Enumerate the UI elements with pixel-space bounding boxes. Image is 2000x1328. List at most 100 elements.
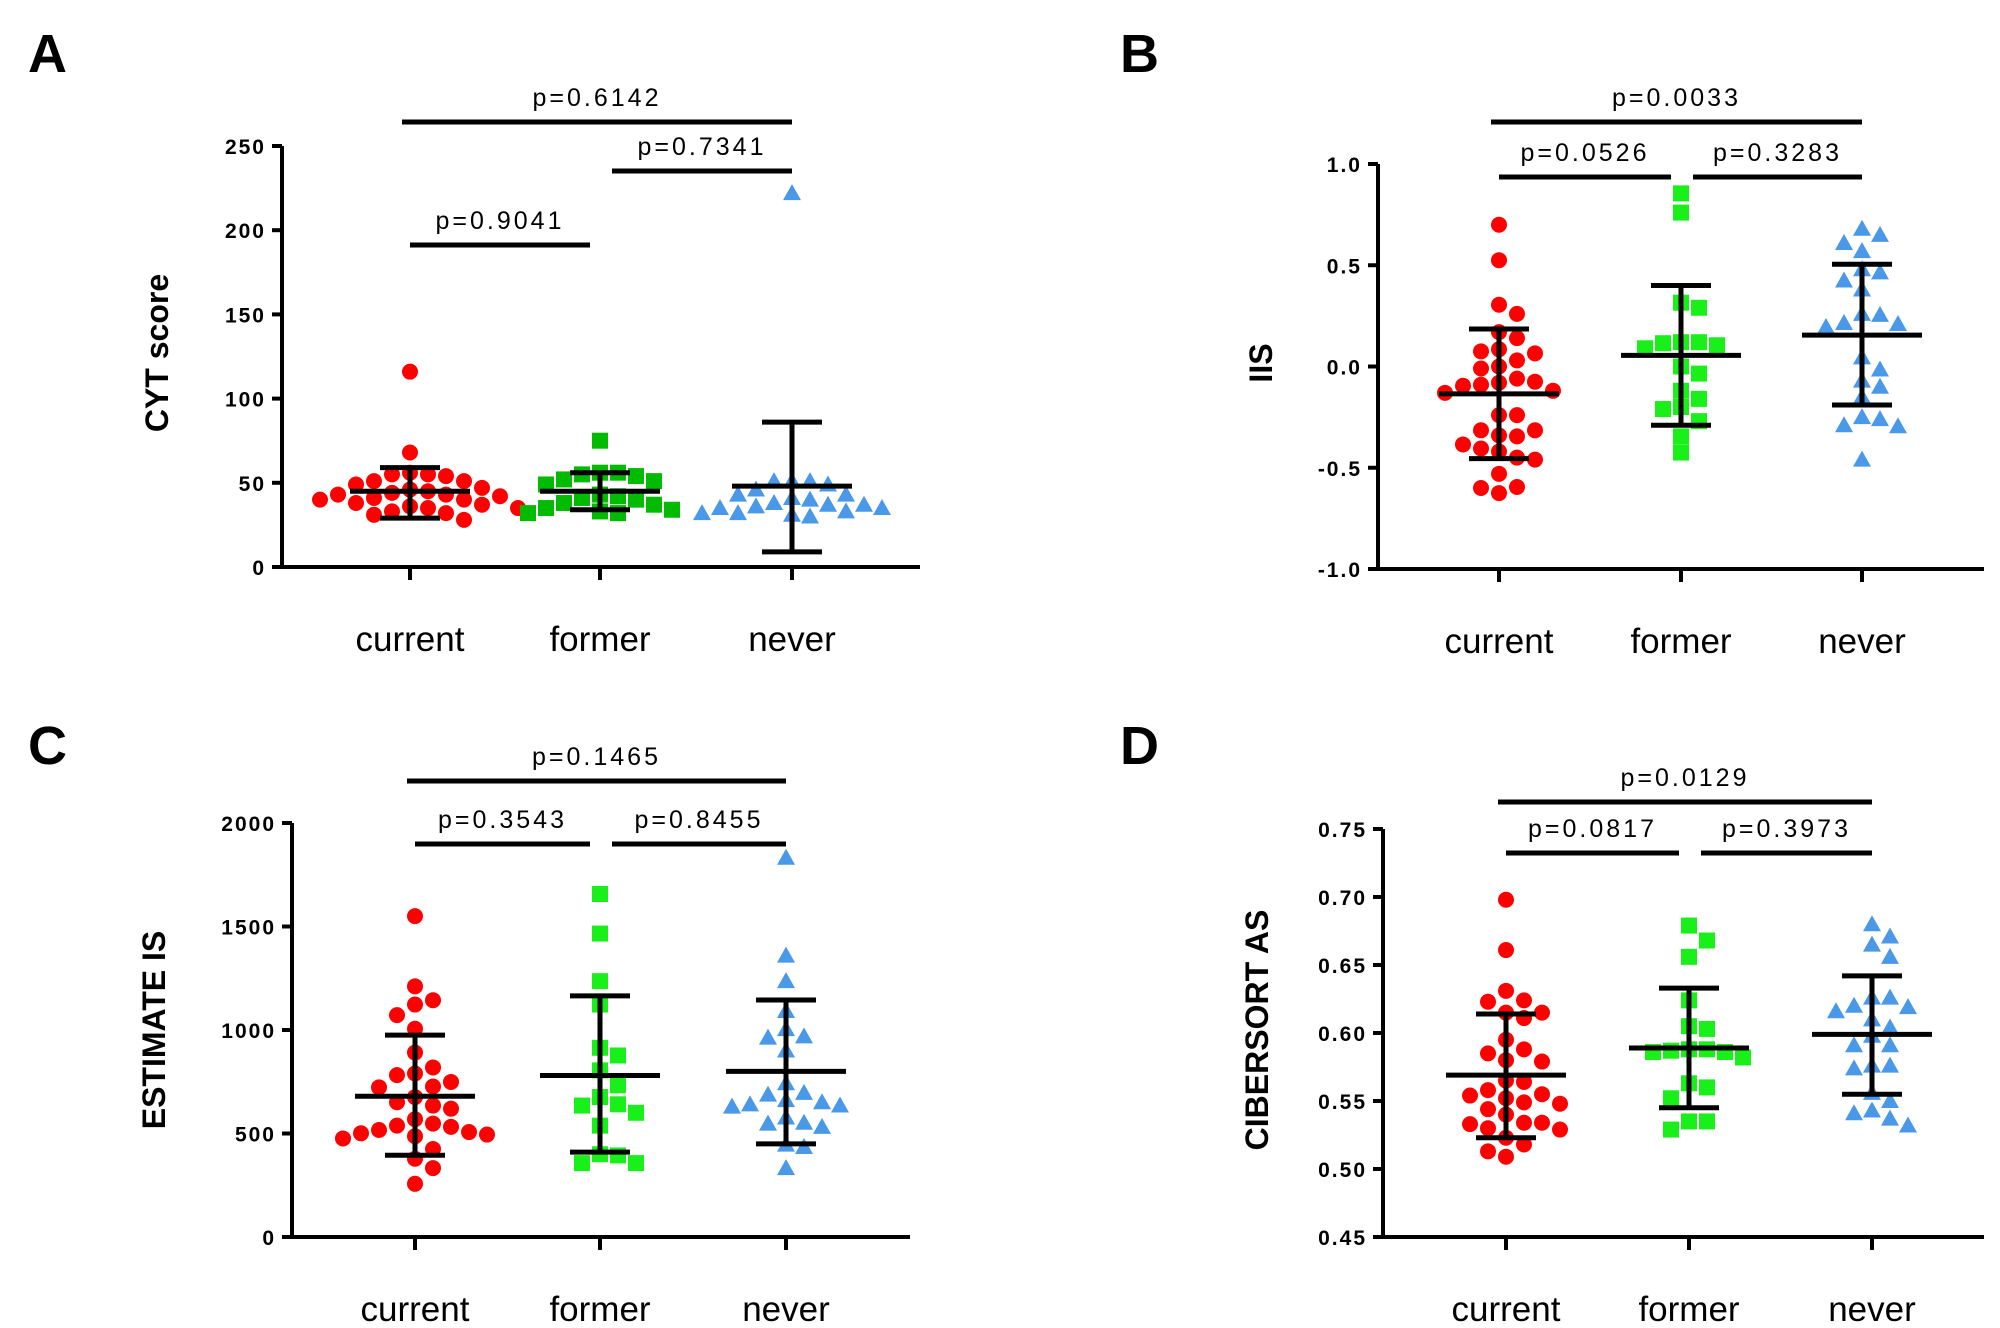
x-tick-label: never: [1828, 1290, 1916, 1328]
data-point: [1863, 935, 1881, 952]
data-point: [777, 848, 795, 865]
data-point: [1462, 1087, 1478, 1104]
data-point: [759, 1085, 777, 1102]
x-tick-label: former: [1630, 622, 1731, 661]
data-point: [425, 1059, 441, 1076]
data-point: [438, 505, 454, 522]
p-value-label: p=0.9041: [436, 207, 565, 235]
data-point: [1534, 1086, 1550, 1103]
panel-letter: A: [28, 24, 67, 84]
p-value-label: p=0.0129: [1621, 764, 1750, 792]
data-point: [1663, 1090, 1679, 1107]
data-point: [402, 444, 418, 461]
data-point: [1899, 1116, 1917, 1133]
p-value-label: p=0.0033: [1612, 84, 1741, 112]
data-point: [1655, 401, 1671, 418]
p-value-label: p=0.3283: [1713, 139, 1842, 167]
data-point: [1735, 1049, 1751, 1066]
data-point: [389, 1117, 405, 1134]
data-point: [438, 468, 454, 485]
x-tick-label: former: [549, 1290, 650, 1328]
data-point: [1552, 1121, 1568, 1138]
data-point: [1673, 444, 1689, 461]
p-value-label: p=0.6142: [533, 84, 662, 112]
data-point: [610, 1077, 626, 1094]
y-tick-label: 200: [225, 220, 266, 243]
data-point: [1845, 1059, 1863, 1076]
data-point: [1881, 1036, 1899, 1053]
p-value-label: p=0.1465: [532, 743, 661, 771]
y-axis-label: ESTIMATE IS: [136, 931, 172, 1130]
data-point: [1527, 373, 1543, 390]
data-point: [1853, 450, 1871, 467]
p-value-label: p=0.3973: [1722, 815, 1851, 843]
data-point: [574, 1155, 590, 1172]
data-point: [1699, 1113, 1715, 1130]
p-value-label: p=0.3543: [438, 806, 567, 834]
data-point: [1881, 947, 1899, 964]
data-point: [312, 491, 328, 508]
data-point: [407, 996, 423, 1013]
y-tick-label: 1.0: [1327, 154, 1362, 177]
data-point: [425, 1078, 441, 1095]
y-tick-label: -0.5: [1318, 458, 1362, 481]
data-point: [1509, 428, 1525, 445]
data-point: [1534, 1004, 1550, 1021]
data-point: [353, 1125, 369, 1142]
data-point: [1527, 451, 1543, 468]
data-point: [1871, 410, 1889, 427]
y-tick-label: 0: [262, 1227, 276, 1250]
data-point: [1509, 370, 1525, 387]
data-point: [1699, 932, 1715, 949]
p-value-label: p=0.7341: [638, 133, 767, 161]
y-tick-label: 0.60: [1318, 1023, 1367, 1046]
data-point: [1691, 390, 1707, 407]
data-point: [801, 490, 819, 507]
data-point: [1509, 352, 1525, 369]
p-value-label: p=0.0817: [1528, 815, 1657, 843]
y-axis-label: CYT score: [139, 274, 175, 432]
data-point: [1871, 377, 1889, 394]
data-point: [456, 511, 472, 528]
data-point: [795, 1113, 813, 1130]
x-tick-label: former: [1638, 1290, 1739, 1328]
data-point: [1827, 1002, 1845, 1019]
data-point: [795, 1027, 813, 1044]
data-point: [777, 946, 795, 963]
data-point: [1881, 1092, 1899, 1108]
panel-a: A 0 50 100 150 200 250 CYT score current former ne…: [28, 24, 920, 659]
y-tick-label: 0.5: [1327, 255, 1362, 278]
data-point: [1509, 305, 1525, 322]
data-point: [837, 485, 855, 502]
x-tick-label: never: [742, 1290, 830, 1328]
y-tick-label: 0.45: [1318, 1227, 1367, 1250]
data-point: [831, 1096, 849, 1113]
x-tick-label: never: [1818, 622, 1906, 661]
data-point: [1480, 1143, 1496, 1160]
data-point: [1881, 1056, 1899, 1073]
data-point: [837, 502, 855, 519]
data-point: [384, 466, 400, 483]
data-point: [1673, 204, 1689, 221]
data-point: [538, 500, 554, 517]
data-point: [456, 473, 472, 490]
data-point: [1871, 305, 1889, 322]
data-point: [407, 908, 423, 925]
data-point: [873, 499, 891, 516]
data-point: [1845, 1036, 1863, 1053]
data-point: [1845, 996, 1863, 1013]
data-point: [1871, 263, 1889, 280]
panel-d: D 0.45 0.50 0.55 0.60 0.65 0.70 0.75 CIBERSORT A…: [1120, 716, 1984, 1328]
data-point: [628, 468, 644, 485]
data-point: [1491, 465, 1507, 482]
data-point: [443, 1073, 459, 1090]
data-point: [1455, 377, 1471, 394]
data-point: [371, 1079, 387, 1096]
data-point: [1691, 334, 1707, 351]
panel-c: C 0 500 1000 1500 2000 ESTIMATE IS current forme…: [28, 716, 910, 1328]
data-point: [610, 1096, 626, 1113]
data-point: [1516, 1041, 1532, 1058]
data-point: [1835, 416, 1853, 433]
data-point: [1516, 1073, 1532, 1090]
y-tick-label: 1000: [221, 1020, 276, 1043]
